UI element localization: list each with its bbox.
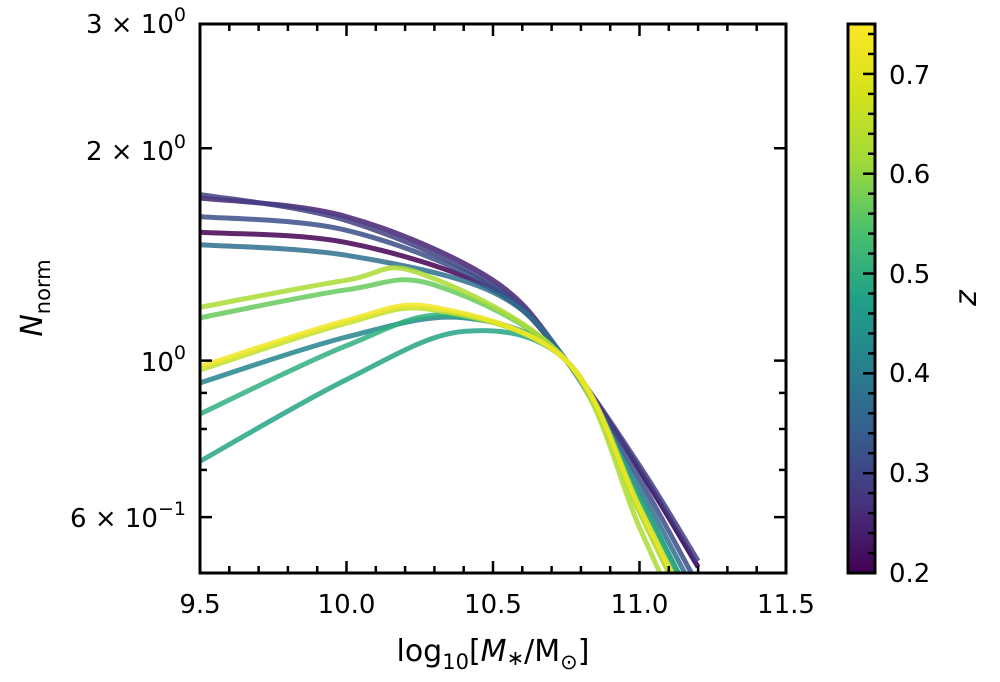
series-line <box>200 302 675 573</box>
series-line <box>200 265 663 573</box>
y-tick-exponent: −1 <box>158 498 186 520</box>
colorbar-tick-label: 0.4 <box>889 359 930 389</box>
y-tick-label: 6 × 10−1 <box>70 498 186 534</box>
y-tick-label: 2 × 100 <box>86 131 186 167</box>
colorbar-gradient <box>848 24 875 573</box>
y-axis-label: Nnorm <box>15 259 55 336</box>
colorbar-tick-label: 0.3 <box>889 459 930 489</box>
y-tick-labels: 3 × 100 2 × 100 100 6 × 10−1 <box>70 4 186 534</box>
y-tick-exponent: 0 <box>174 342 186 364</box>
colorbar-label: z <box>949 289 984 307</box>
x-tick-label: 10.0 <box>318 590 376 620</box>
y-tick-mantissa: 6 <box>70 504 87 534</box>
x-axis-label: log10[M∗/M⊙] <box>396 634 589 674</box>
x-tick-label: 10.5 <box>464 590 522 620</box>
colorbar-frame <box>846 22 877 575</box>
y-tick-label: 3 × 100 <box>86 4 186 40</box>
x-tick-label: 11.5 <box>757 590 815 620</box>
colorbar-tick-label: 0.7 <box>889 61 930 91</box>
x-tick-label: 11.0 <box>611 590 669 620</box>
y-tick-label: 100 <box>141 342 186 378</box>
colorbar: 0.2 0.3 0.4 0.5 0.6 0.7 z <box>846 22 984 589</box>
series-lines <box>200 191 701 573</box>
y-tick-exponent: 0 <box>174 4 186 26</box>
series-line <box>200 195 701 569</box>
x-tick-label: 9.5 <box>179 590 220 620</box>
y-tick-mantissa: 3 <box>86 10 103 40</box>
y-tick-exponent: 0 <box>174 131 186 153</box>
y-tick-mantissa: 2 <box>86 137 103 167</box>
x-tick-labels: 9.5 10.0 10.5 11.0 11.5 <box>179 590 815 620</box>
colorbar-tick-label: 0.5 <box>889 260 930 290</box>
colorbar-tick-label: 0.6 <box>889 160 930 190</box>
series-line <box>200 242 688 573</box>
axis-ticks <box>198 22 788 575</box>
colorbar-ticks <box>863 32 875 575</box>
colorbar-tick-label: 0.2 <box>889 559 930 589</box>
